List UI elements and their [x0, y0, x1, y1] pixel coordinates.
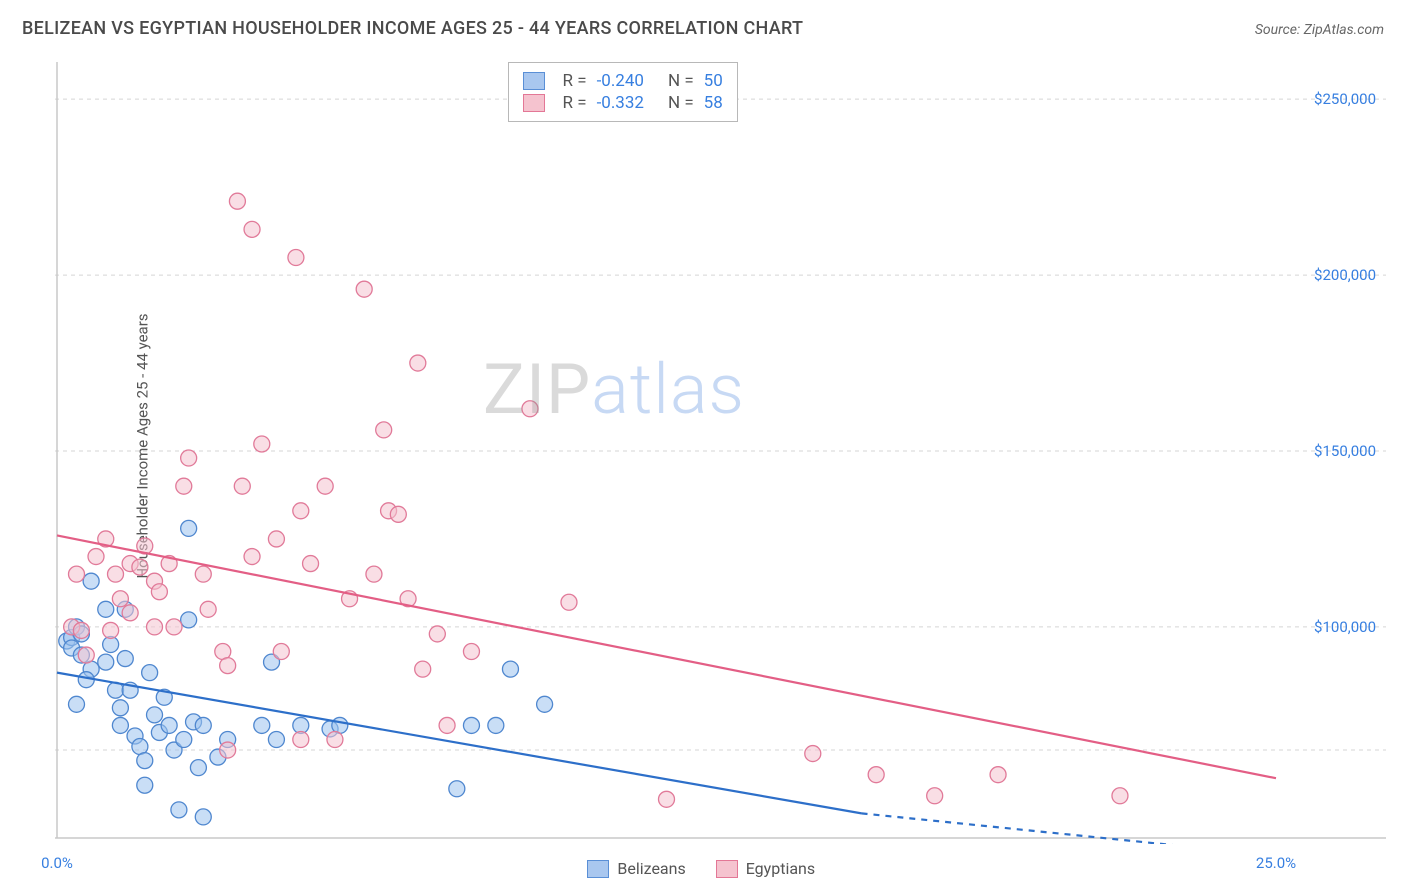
correlation-r-label: R = [563, 71, 587, 91]
series-legend-label: Egyptians [746, 859, 815, 878]
series-legend-label: Belizeans [617, 859, 685, 878]
y-tick-label: $250,000 [1314, 90, 1376, 108]
y-tick-label: $100,000 [1314, 618, 1376, 636]
scatter-plot [55, 62, 1386, 844]
y-tick-label: $200,000 [1314, 266, 1376, 284]
chart-area: ZIPatlas R = -0.240 N = 50 R = -0.332 N … [55, 62, 1386, 844]
chart-header: BELIZEAN VS EGYPTIAN HOUSEHOLDER INCOME … [0, 0, 1406, 47]
legend-swatch [523, 94, 545, 112]
series-legend: Belizeans Egyptians [587, 859, 815, 878]
chart-title: BELIZEAN VS EGYPTIAN HOUSEHOLDER INCOME … [22, 18, 803, 39]
x-tick-label: 25.0% [1256, 854, 1296, 872]
correlation-legend-row: R = -0.332 N = 58 [523, 93, 723, 113]
source-label: Source: ZipAtlas.com [1255, 22, 1384, 38]
correlation-n-value: 58 [704, 93, 723, 113]
y-tick-label: $150,000 [1314, 442, 1376, 460]
correlation-legend: R = -0.240 N = 50 R = -0.332 N = 58 [508, 62, 738, 122]
series-legend-item: Egyptians [716, 859, 815, 878]
correlation-legend-row: R = -0.240 N = 50 [523, 71, 723, 91]
correlation-n-label: N = [668, 71, 694, 91]
correlation-r-value: -0.240 [597, 71, 644, 91]
x-tick-label: 0.0% [41, 854, 73, 872]
series-legend-item: Belizeans [587, 859, 685, 878]
correlation-r-value: -0.332 [597, 93, 644, 113]
correlation-r-label: R = [563, 93, 587, 113]
correlation-n-value: 50 [704, 71, 723, 91]
correlation-n-label: N = [668, 93, 694, 113]
legend-swatch [716, 860, 738, 878]
legend-swatch [587, 860, 609, 878]
legend-swatch [523, 72, 545, 90]
